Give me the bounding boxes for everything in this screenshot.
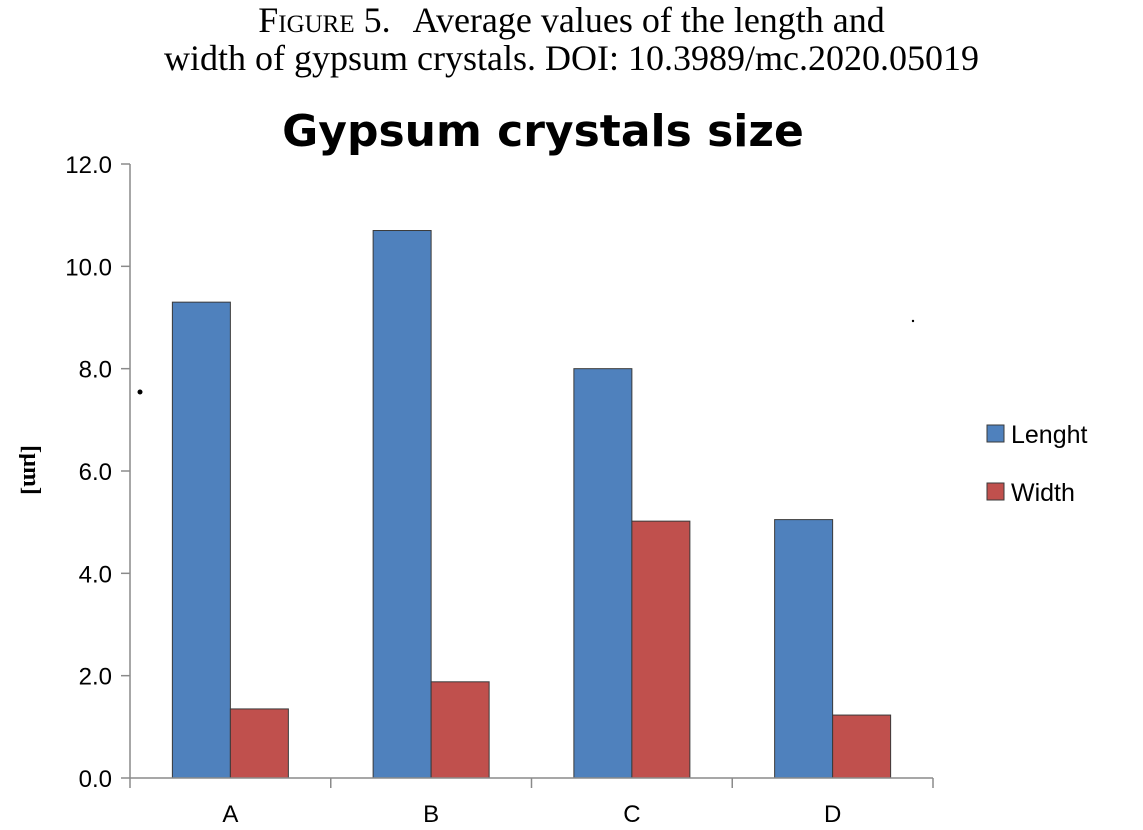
bar-lenght-a: [171, 301, 231, 779]
bar-width-d: [832, 714, 892, 779]
caption-line-1: Figure 5. Average values of the length an…: [0, 2, 1143, 38]
legend: Lenght Width: [986, 421, 1088, 507]
legend-swatch-lenght: [986, 424, 1005, 443]
figure-label: Figure 5.: [258, 0, 391, 40]
y-tick-label: 12.0: [65, 152, 112, 179]
y-tick-label: 10.0: [65, 254, 112, 281]
x-axis-ticks: A B C D: [129, 778, 934, 828]
bar-width-b: [430, 681, 490, 779]
stray-mark: [137, 389, 143, 395]
legend-label-width: Width: [1011, 479, 1075, 507]
caption-text-1: Average values of the length and: [412, 0, 885, 40]
y-tick-label: 2.0: [79, 664, 112, 691]
x-tick-label: B: [423, 801, 439, 828]
y-tick-label: 6.0: [79, 459, 112, 486]
bar-width-a: [229, 708, 289, 779]
x-tick-label: C: [623, 801, 640, 828]
bar-lenght-b: [372, 230, 432, 779]
y-axis-ticks: 0.0 2.0 4.0 6.0 8.0 10.0 12.0: [65, 152, 130, 793]
bar-lenght-d: [774, 519, 834, 779]
caption-line-2: width of gypsum crystals. DOI: 10.3989/m…: [164, 38, 979, 78]
stray-mark: [911, 319, 915, 323]
x-tick-label: A: [222, 801, 238, 828]
x-tick-label: D: [824, 801, 841, 828]
bar-width-c: [631, 520, 691, 779]
y-axis-label: [µm]: [18, 445, 44, 495]
bar-lenght-c: [573, 368, 633, 779]
legend-swatch-width: [986, 482, 1005, 501]
chart-title: Gypsum crystals size: [282, 106, 804, 157]
bars: [171, 230, 892, 779]
y-tick-label: 4.0: [79, 561, 112, 588]
y-tick-label: 8.0: [79, 357, 112, 384]
legend-label-lenght: Lenght: [1011, 421, 1088, 449]
y-tick-label: 0.0: [79, 766, 112, 793]
